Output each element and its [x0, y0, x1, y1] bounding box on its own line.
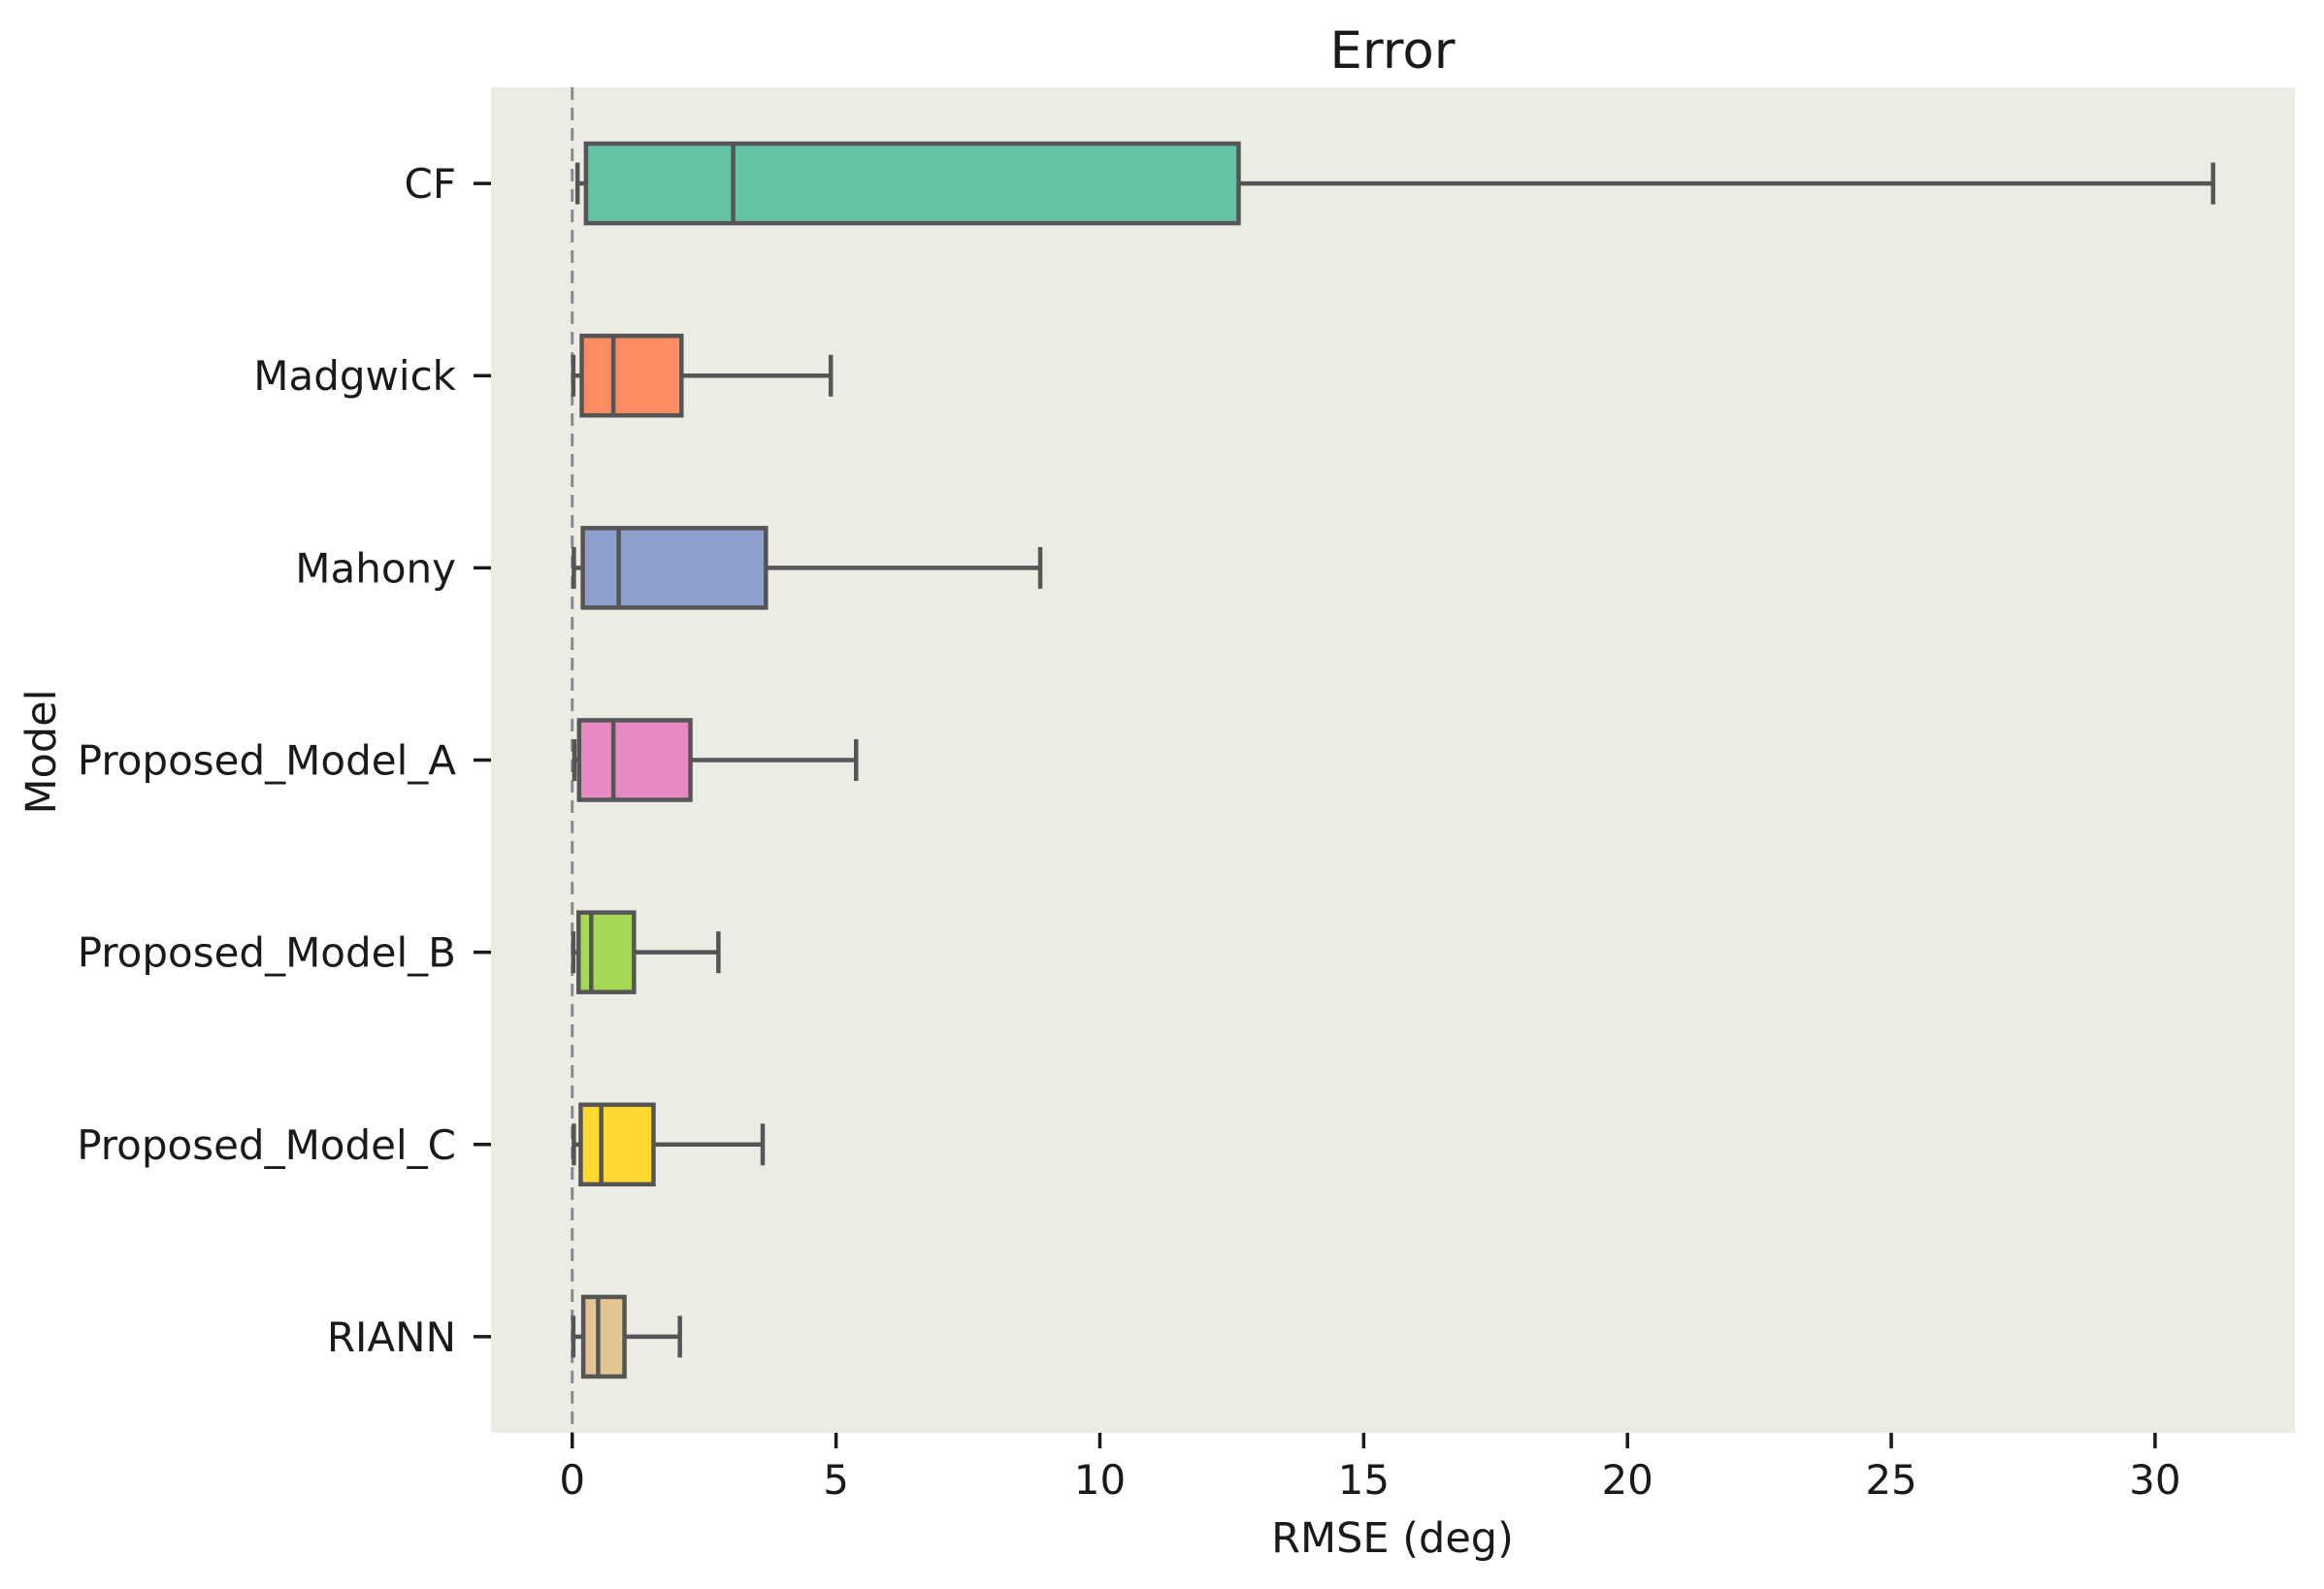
x-tick-label: 5	[823, 1456, 849, 1504]
x-tick-label: 20	[1601, 1456, 1653, 1504]
x-axis-label: RMSE (deg)	[1271, 1514, 1514, 1563]
y-tick-label: Proposed_Model_B	[78, 929, 456, 977]
box	[580, 526, 769, 610]
y-tick-label: Mahony	[295, 544, 456, 592]
x-tick-label: 10	[1074, 1456, 1126, 1504]
boxplot-madgwick	[571, 333, 834, 418]
boxplot-cf	[574, 141, 2215, 226]
x-tick-label: 15	[1338, 1456, 1390, 1504]
box	[578, 1102, 656, 1187]
y-axis-label: Model	[17, 689, 66, 814]
y-tick-label: RIANN	[327, 1313, 456, 1361]
boxplot-proposed-model-c	[572, 1102, 766, 1187]
x-tick-label: 25	[1865, 1456, 1916, 1504]
chart-title: Error	[1329, 21, 1455, 81]
box	[576, 718, 693, 802]
y-tick-label: Proposed_Model_C	[77, 1121, 456, 1169]
box	[583, 141, 1241, 226]
x-tick-label: 0	[559, 1456, 585, 1504]
box	[580, 1294, 627, 1379]
boxplot-riann	[571, 1294, 682, 1379]
boxplot-proposed-model-b	[571, 910, 721, 994]
y-tick-label: CF	[405, 160, 456, 208]
box	[576, 910, 637, 994]
y-tick-label: Proposed_Model_A	[78, 737, 456, 785]
x-tick-label: 30	[2129, 1456, 2180, 1504]
boxplot-mahony	[572, 526, 1043, 610]
y-tick-label: Madgwick	[253, 352, 456, 400]
box	[579, 333, 684, 418]
boxplot-proposed-model-a	[572, 718, 859, 802]
